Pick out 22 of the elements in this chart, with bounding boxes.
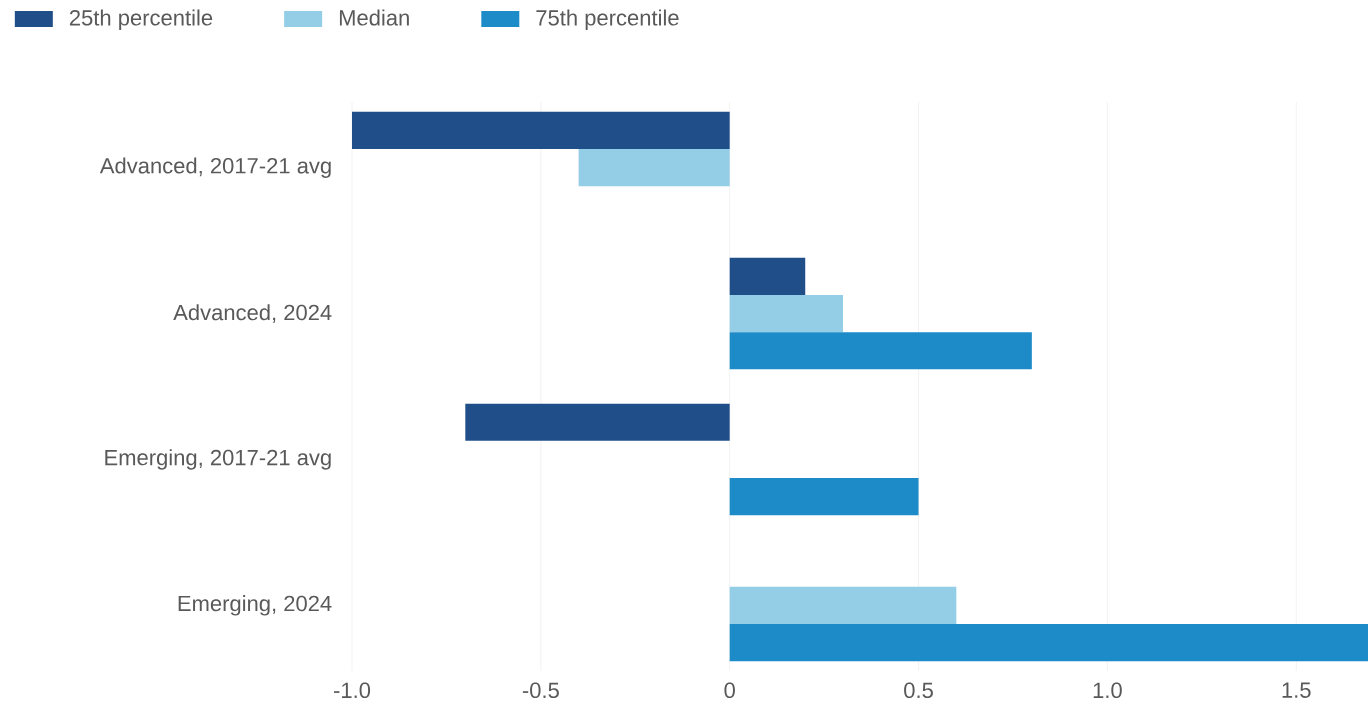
y-tick-label: Emerging, 2017-21 avg: [105, 449, 331, 470]
bar: [729, 478, 919, 516]
y-tick-label: Emerging, 2024: [178, 595, 332, 616]
bar: [465, 403, 730, 441]
legend-label: 25th percentile: [69, 9, 213, 30]
y-tick-label: Advanced, 2017-21 avg: [99, 157, 331, 178]
bar: [729, 294, 843, 333]
x-tick-label: 1.0: [1093, 682, 1122, 699]
x-tick-label: -0.5: [522, 682, 559, 699]
bar: [729, 623, 1368, 662]
y-tick-label: Advanced, 2024: [173, 304, 332, 323]
bar: [729, 586, 957, 624]
x-tick-label: -1.0: [334, 682, 371, 699]
bar: [729, 332, 1032, 370]
bar: [729, 257, 806, 295]
legend-label: Median: [339, 9, 409, 26]
x-tick-label: 0: [724, 682, 735, 699]
bar: [578, 149, 730, 187]
x-tick-label: 1.5: [1282, 682, 1311, 698]
legend-label: 75th percentile: [536, 9, 679, 30]
bar: [352, 111, 730, 150]
x-tick-label: 0.5: [904, 682, 933, 699]
